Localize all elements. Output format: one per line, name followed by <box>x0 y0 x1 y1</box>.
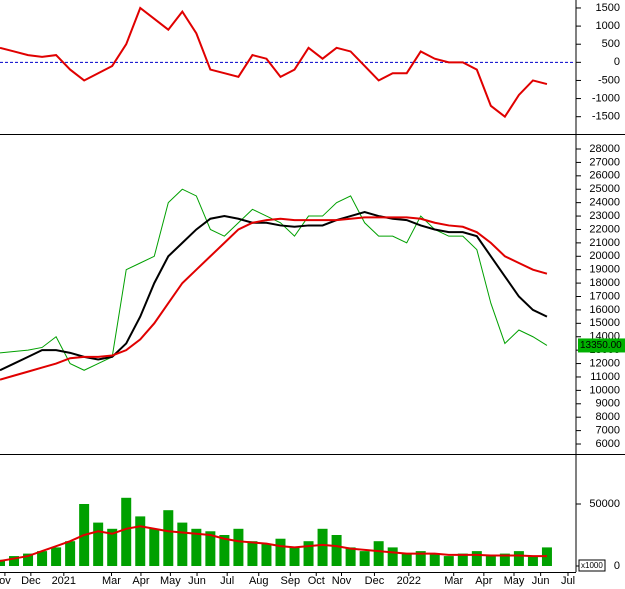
x-tick-label: Apr <box>475 575 492 587</box>
y-tick-label: 17000 <box>589 290 620 302</box>
volume-bar <box>289 547 300 566</box>
y-tick-label: 27000 <box>589 156 620 168</box>
unit-label: x1000 <box>581 561 603 570</box>
volume-bar <box>247 541 258 566</box>
volume-bar <box>275 538 286 566</box>
last-price-box <box>578 338 625 353</box>
volume-bar <box>219 534 230 566</box>
volume-bar <box>527 556 538 566</box>
x-tick-label: ov <box>0 575 11 587</box>
volume-bar <box>177 522 188 566</box>
y-tick-label: 11000 <box>590 371 620 383</box>
volume-bar <box>331 534 342 566</box>
y-tick-label: 1000 <box>596 20 620 32</box>
volume-bar <box>415 551 426 566</box>
y-tick-label: 0 <box>614 56 620 68</box>
y-tick-label: 15000 <box>589 317 620 329</box>
y-tick-label: 6000 <box>596 438 620 450</box>
y-tick-label: -1000 <box>592 92 620 104</box>
volume-bar <box>513 551 524 566</box>
y-tick-label: 9000 <box>596 398 620 410</box>
volume-bar <box>0 559 5 566</box>
volume-bar <box>499 553 510 566</box>
x-tick-label: 2022 <box>397 575 421 587</box>
y-tick-label: 8000 <box>596 411 620 423</box>
series-line <box>0 525 547 563</box>
volume-bar <box>121 497 132 566</box>
volume-bar <box>373 541 384 566</box>
volume-bar <box>9 556 20 566</box>
y-tick-label: 18000 <box>589 277 620 289</box>
y-tick-label: 1500 <box>596 2 620 14</box>
y-tick-label: 10000 <box>589 384 620 396</box>
volume-bar <box>23 553 34 566</box>
y-tick-label: 21000 <box>589 237 620 249</box>
x-tick-label: Aug <box>249 575 269 587</box>
series-line <box>0 188 548 371</box>
y-tick-label: 7000 <box>596 425 620 437</box>
y-tick-label: 50000 <box>589 498 620 510</box>
x-tick-label: Dec <box>21 575 41 587</box>
volume-bar <box>359 551 370 566</box>
x-tick-label: Mar <box>102 575 121 587</box>
y-tick-label: 28000 <box>589 143 620 155</box>
volume-bar <box>37 551 48 566</box>
x-tick-label: Sep <box>281 575 301 587</box>
volume-bar <box>471 551 482 566</box>
x-tick-label: Jul <box>220 575 234 587</box>
series-line <box>0 210 548 372</box>
volume-bar <box>149 528 160 566</box>
y-tick-label: 25000 <box>589 183 620 195</box>
y-tick-label: 0 <box>614 560 620 572</box>
volume-bar <box>93 522 104 566</box>
y-tick-label: 22000 <box>589 223 620 235</box>
volume-bar <box>205 531 216 566</box>
x-tick-label: Nov <box>332 575 352 587</box>
x-tick-label: Mar <box>444 575 463 587</box>
x-tick-label: Jun <box>532 575 550 587</box>
x-tick-label: Apr <box>132 575 149 587</box>
y-tick-label: 26000 <box>589 170 620 182</box>
y-tick-label: 20000 <box>589 250 620 262</box>
volume-bar <box>135 516 146 566</box>
series-line <box>0 216 548 381</box>
volume-bar <box>303 541 314 566</box>
x-tick-label: 2021 <box>52 575 76 587</box>
volume-bar <box>233 528 244 566</box>
series-line <box>0 6 548 119</box>
volume-bar <box>51 547 62 566</box>
unit-box <box>578 559 606 572</box>
volume-bar <box>317 528 328 566</box>
volume-bar <box>401 553 412 566</box>
volume-bar <box>163 510 174 566</box>
volume-bar <box>345 547 356 566</box>
volume-bar <box>457 553 468 566</box>
volume-bar <box>191 528 202 566</box>
y-tick-label: -1500 <box>592 111 620 123</box>
last-price-label: 13350.00 <box>580 340 622 351</box>
volume-bar <box>387 547 398 566</box>
x-tick-label: Jul <box>561 575 575 587</box>
volume-bar <box>443 556 454 566</box>
x-tick-label: Oct <box>308 575 325 587</box>
volume-bar <box>485 554 496 566</box>
y-tick-label: 12000 <box>589 357 620 369</box>
x-tick-label: May <box>160 575 181 587</box>
y-tick-label: 23000 <box>589 210 620 222</box>
volume-bar <box>429 553 440 566</box>
y-tick-label: 24000 <box>589 197 620 209</box>
x-tick-label: Dec <box>365 575 385 587</box>
volume-bar <box>65 541 76 566</box>
volume-bar <box>107 528 118 566</box>
x-tick-label: Jun <box>188 575 206 587</box>
y-tick-label: 16000 <box>589 304 620 316</box>
x-tick-label: May <box>504 575 525 587</box>
y-tick-label: 19000 <box>589 264 620 276</box>
y-tick-label: 500 <box>602 38 620 50</box>
y-tick-label: -500 <box>598 74 620 86</box>
volume-bar <box>261 543 272 566</box>
